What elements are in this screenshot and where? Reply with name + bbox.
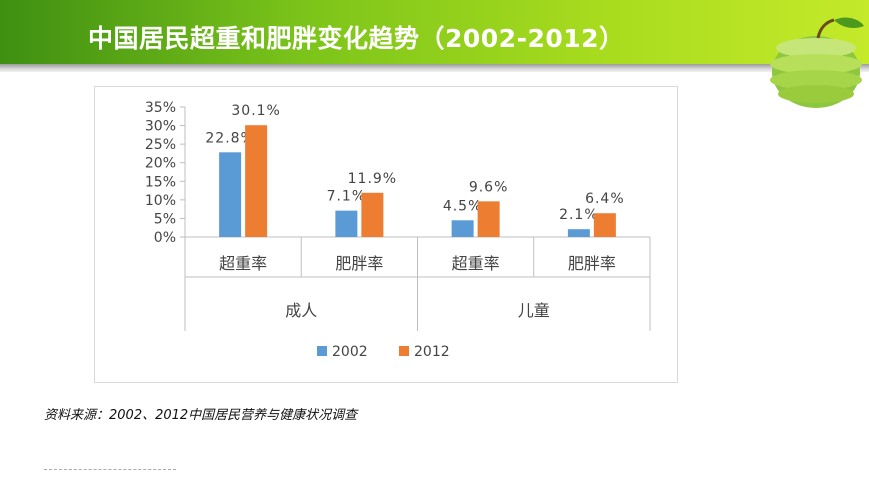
data-label: 7.1% [327, 189, 367, 205]
y-tick-label: 0% [154, 230, 176, 246]
page-title: 中国居民超重和肥胖变化趋势（2002-2012） [88, 24, 625, 53]
chart-frame: 0% 5% 10% 15% 20% 25% 30% 35% 超重率 肥胖率 超重率 肥胖率成人 儿童 22… [94, 86, 678, 383]
source-note: 资料来源：2002、2012中国居民营养与健康状况调查 [44, 408, 358, 423]
x-category-label: 超重率 [219, 254, 267, 273]
bar-2002 [567, 229, 590, 237]
bar-2012 [245, 125, 268, 237]
bar-2012 [361, 192, 384, 237]
y-tick-label: 5% [154, 211, 176, 227]
footer-divider [44, 469, 176, 470]
title-banner [0, 0, 869, 64]
data-label: 11.9% [348, 171, 397, 187]
x-category-label: 肥胖率 [335, 254, 383, 273]
legend-swatch [399, 346, 409, 356]
x-group-label: 成人 [285, 301, 317, 320]
data-label: 2.1% [559, 207, 599, 223]
x-group-label: 儿童 [518, 301, 550, 320]
y-tick-label: 20% [145, 156, 176, 172]
data-label: 30.1% [231, 103, 280, 119]
bar-2002 [219, 152, 242, 237]
bar-2012 [477, 201, 500, 237]
y-tick-label: 10% [145, 193, 176, 209]
data-label: 22.8% [205, 130, 254, 146]
bar-2012 [593, 213, 616, 237]
legend-label: 2002 [332, 344, 368, 360]
data-label: 6.4% [585, 191, 625, 207]
legend-label: 2012 [414, 344, 450, 360]
data-label: 4.5% [443, 198, 483, 214]
data-label: 9.6% [469, 179, 509, 195]
y-tick-label: 25% [145, 137, 176, 153]
green-apple-icon [770, 17, 864, 108]
x-category-label: 超重率 [452, 254, 500, 273]
legend-swatch [317, 346, 327, 356]
bar-2002 [335, 210, 358, 237]
bar-2002 [451, 220, 474, 237]
y-tick-label: 15% [145, 174, 176, 190]
y-tick-label: 30% [145, 119, 176, 135]
x-category-label: 肥胖率 [568, 254, 616, 273]
y-tick-label: 35% [145, 100, 176, 116]
banner-shadow [0, 64, 869, 72]
